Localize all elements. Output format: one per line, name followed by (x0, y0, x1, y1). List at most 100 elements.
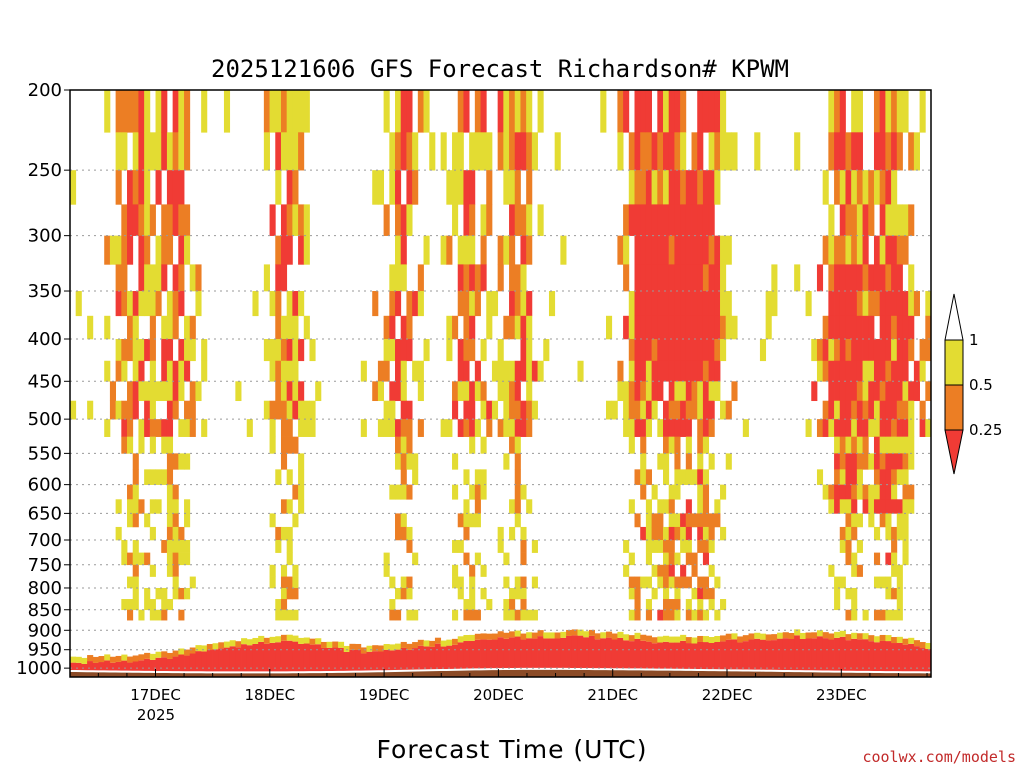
heatmap-cell (902, 453, 909, 470)
heatmap-cell (651, 291, 658, 317)
heatmap-cell (896, 400, 903, 420)
heatmap-cell (668, 235, 675, 265)
heatmap-cell (155, 419, 162, 437)
heatmap-cell (463, 170, 470, 205)
heatmap-cell (509, 436, 516, 454)
heatmap-cell (406, 576, 413, 589)
heatmap-cell (520, 90, 527, 133)
heatmap-cell (714, 513, 721, 528)
heatmap-cell (896, 338, 903, 362)
heatmap-cell (685, 513, 692, 528)
heatmap-cell (155, 499, 162, 514)
boundary-layer-cell (275, 642, 282, 673)
heatmap-cell (851, 204, 858, 236)
heatmap-cell (309, 400, 316, 420)
heatmap-cell (286, 204, 293, 236)
heatmap-cell (406, 419, 413, 437)
heatmap-cell (161, 436, 168, 454)
heatmap-cell (395, 484, 402, 500)
heatmap-cell (514, 132, 521, 171)
heatmap-cell (902, 526, 909, 541)
heatmap-cell (856, 235, 863, 265)
heatmap-cell (172, 381, 179, 402)
heatmap-cell (851, 499, 858, 514)
heatmap-cell (509, 609, 516, 621)
heatmap-cell (474, 499, 481, 514)
heatmap-cell (851, 132, 858, 171)
heatmap-cell (144, 338, 151, 362)
heatmap-cell (851, 235, 858, 265)
boundary-layer-cell (742, 641, 749, 671)
heatmap-cell (896, 419, 903, 437)
heatmap-cell (526, 204, 533, 236)
boundary-layer-cell (429, 646, 436, 671)
boundary-layer-cell (668, 642, 675, 670)
heatmap-cell (623, 564, 630, 577)
heatmap-cell (685, 526, 692, 541)
boundary-layer-fringe (879, 634, 886, 641)
heatmap-cell (885, 235, 892, 265)
boundary-layer-fringe (634, 632, 641, 639)
heatmap-cell (132, 564, 139, 577)
heatmap-cell (839, 360, 846, 382)
heatmap-cell (640, 264, 647, 292)
heatmap-cell (634, 291, 641, 317)
heatmap-cell (891, 453, 898, 470)
heatmap-cell (503, 453, 510, 470)
heatmap-cell (668, 400, 675, 420)
heatmap-cell (697, 360, 704, 382)
boundary-layer-fringe (315, 638, 322, 645)
heatmap-cell (623, 315, 630, 340)
boundary-layer-cell (395, 649, 402, 671)
y-tick-label: 250 (28, 160, 62, 181)
heatmap-cell (902, 360, 909, 382)
heatmap-cell (908, 484, 915, 500)
heatmap-cell (497, 338, 504, 362)
heatmap-cell (697, 599, 704, 611)
heatmap-cell (879, 513, 886, 528)
heatmap-cell (292, 170, 299, 205)
heatmap-cell (856, 360, 863, 382)
heatmap-cell (178, 170, 185, 205)
heatmap-cell (845, 315, 852, 340)
heatmap-cell (457, 360, 464, 382)
heatmap-cell (121, 132, 128, 171)
heatmap-cell (138, 419, 145, 437)
heatmap-cell (891, 484, 898, 500)
boundary-layer-cell (691, 643, 698, 670)
heatmap-cell (674, 469, 681, 485)
heatmap-cell (714, 315, 721, 340)
heatmap-cell (166, 469, 174, 485)
heatmap-cell (280, 564, 288, 577)
heatmap-cell (851, 587, 858, 600)
heatmap-cell (149, 400, 156, 420)
heatmap-cell (389, 291, 396, 317)
boundary-layer-cell (400, 647, 407, 671)
heatmap-cell (697, 400, 704, 420)
boundary-layer-fringe (389, 644, 396, 651)
heatmap-cell (298, 90, 305, 133)
heatmap-cell (292, 315, 299, 340)
heatmap-cell (452, 484, 459, 500)
heatmap-cell (395, 609, 402, 621)
heatmap-cell (885, 400, 892, 420)
heatmap-cell (155, 170, 162, 205)
heatmap-cell (172, 453, 179, 470)
heatmap-cell (685, 315, 692, 340)
heatmap-cell (463, 499, 470, 514)
heatmap-cell (184, 400, 191, 420)
heatmap-cell (822, 484, 829, 500)
heatmap-cell (845, 170, 852, 205)
heatmap-cell (406, 204, 413, 236)
heatmap-cell (691, 381, 698, 402)
heatmap-cell (275, 315, 282, 340)
heatmap-cell (839, 132, 846, 171)
heatmap-cell (178, 291, 185, 317)
heatmap-cell (868, 170, 875, 205)
heatmap-cell (252, 291, 259, 317)
heatmap-cell (469, 291, 476, 317)
boundary-layer-cell (714, 641, 721, 671)
heatmap-cell (412, 360, 419, 382)
heatmap-cell (189, 576, 196, 589)
heatmap-cell (423, 90, 430, 133)
